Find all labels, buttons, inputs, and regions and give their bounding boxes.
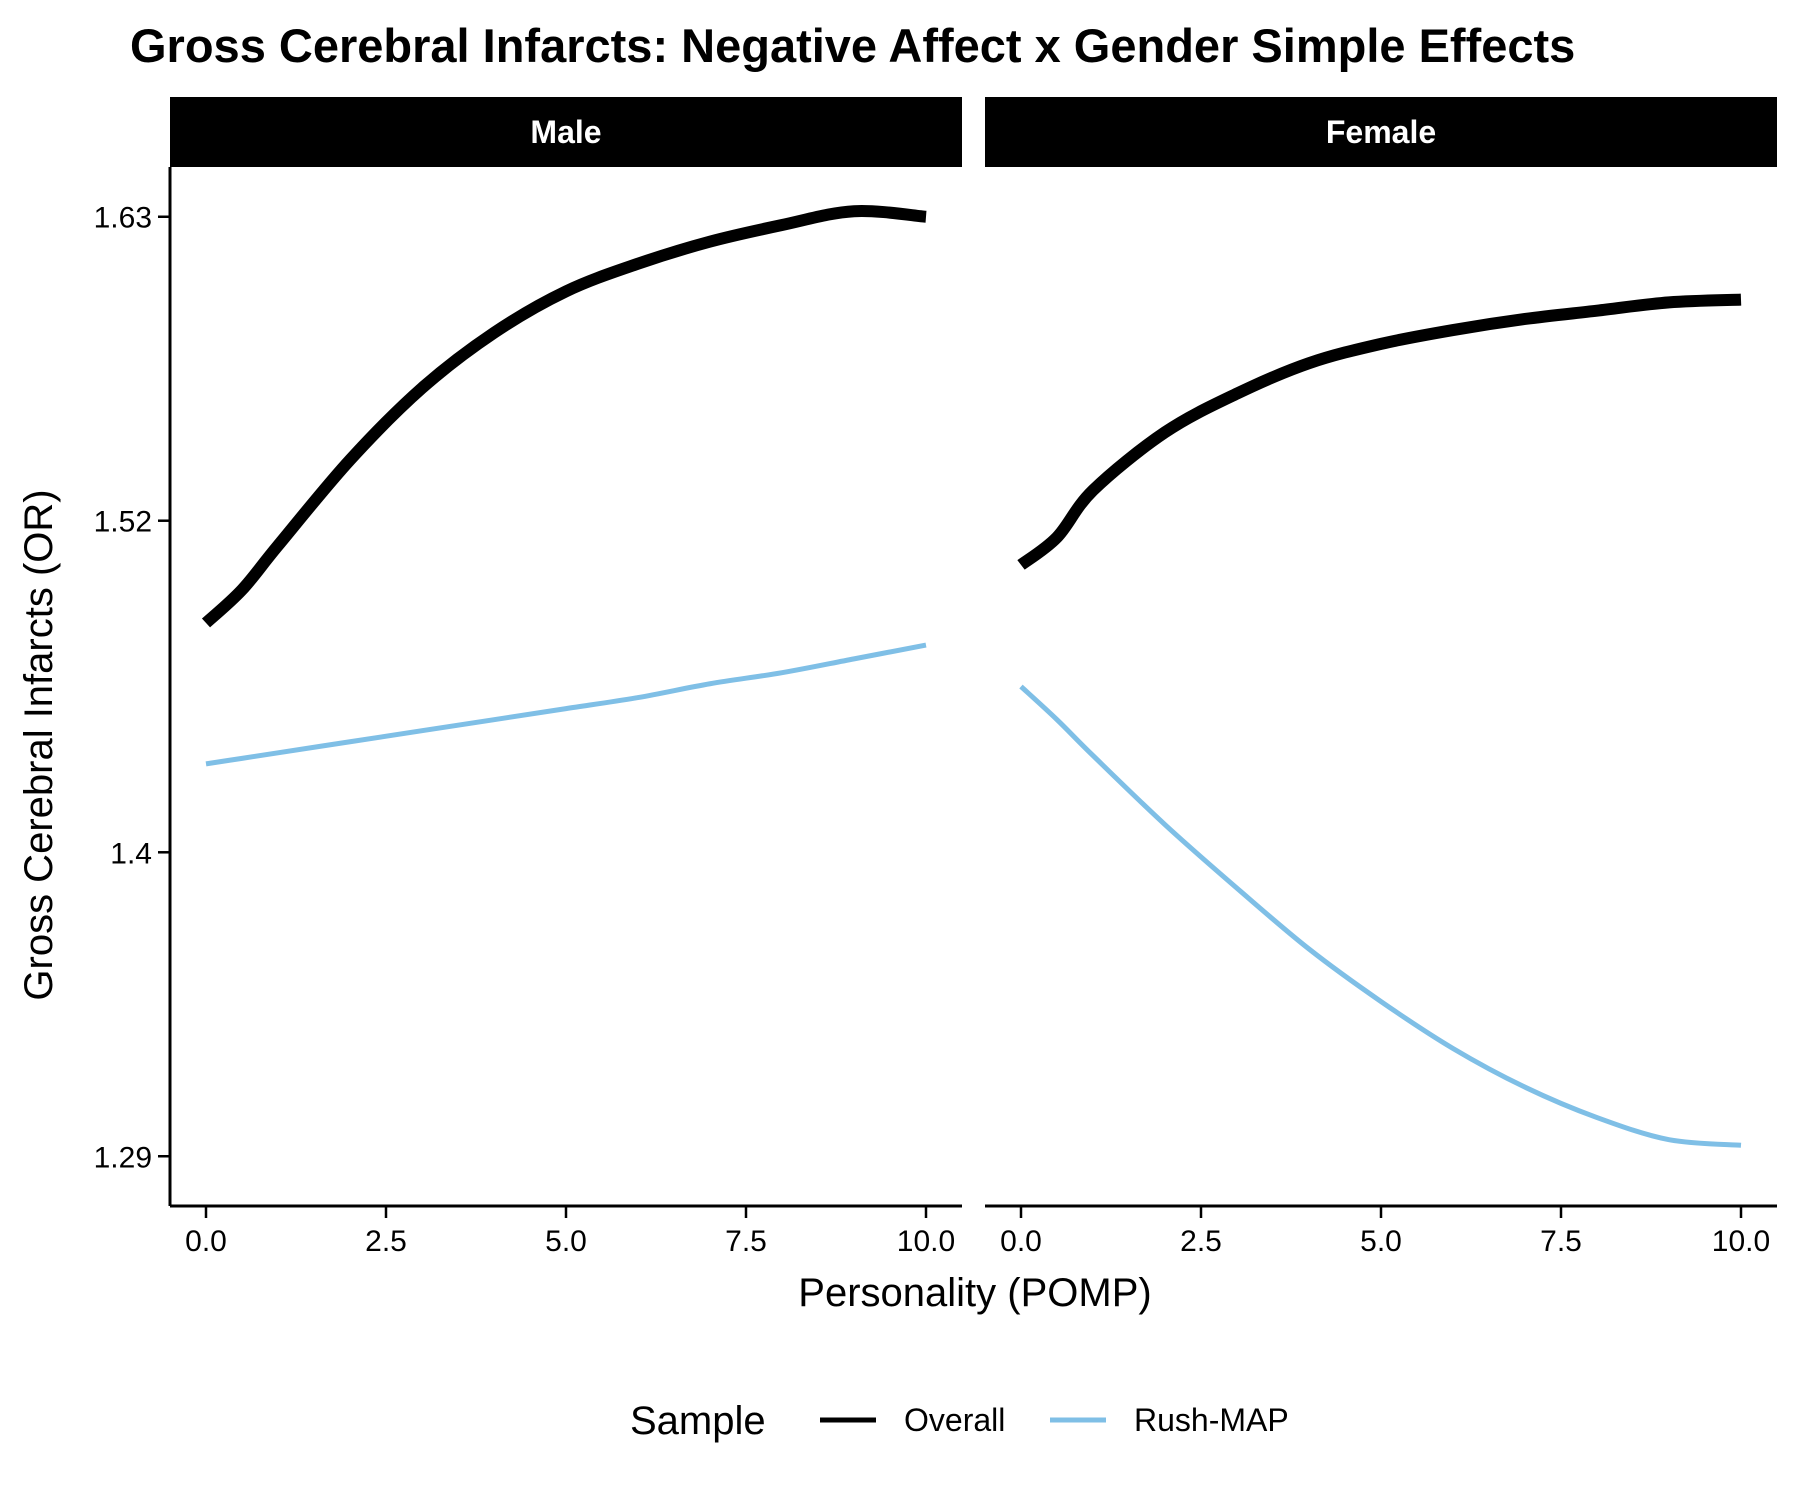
x-tick-label: 5.0 xyxy=(1360,1225,1402,1258)
panel-male: Male 0.0 2.5 5.0 7.5 10.0 1.29 1.4 1.52 1.63 xyxy=(94,97,962,1258)
chart-title: Gross Cerebral Infarcts: Negative Affect… xyxy=(130,19,1575,72)
strip-label: Female xyxy=(1326,114,1436,150)
x-tick-label: 10.0 xyxy=(897,1225,955,1258)
x-tick-label: 7.5 xyxy=(1540,1225,1582,1258)
legend: Sample Overall Rush-MAP xyxy=(630,1399,1289,1443)
y-tick-label: 1.4 xyxy=(110,837,152,870)
legend-title: Sample xyxy=(630,1399,766,1443)
x-tick-label: 7.5 xyxy=(725,1225,767,1258)
y-tick-label: 1.52 xyxy=(94,506,152,539)
y-axis-title: Gross Cerebral Infarcts (OR) xyxy=(17,489,61,1000)
panel-female: Female 0.0 2.5 5.0 7.5 10.0 xyxy=(985,97,1777,1258)
x-tick-label: 10.0 xyxy=(1712,1225,1770,1258)
x-axis-title: Personality (POMP) xyxy=(798,1271,1151,1315)
strip-label: Male xyxy=(530,114,601,150)
series-line-overall-male xyxy=(201,205,927,628)
series-line-rush-map-male xyxy=(205,642,927,767)
strip-male xyxy=(170,97,962,167)
x-tick-label: 2.5 xyxy=(1180,1225,1222,1258)
y-tick-label: 1.29 xyxy=(94,1141,152,1174)
strip-female xyxy=(985,97,1777,167)
series-line-rush-map-female xyxy=(1019,684,1742,1148)
x-tick-label: 0.0 xyxy=(1000,1225,1042,1258)
legend-label-rush-map: Rush-MAP xyxy=(1134,1402,1289,1438)
y-tick-label: 1.63 xyxy=(94,202,152,235)
legend-label-overall: Overall xyxy=(904,1402,1005,1438)
x-tick-label: 2.5 xyxy=(365,1225,407,1258)
series-line-overall-female xyxy=(1017,293,1742,570)
x-tick-label: 5.0 xyxy=(545,1225,587,1258)
x-tick-label: 0.0 xyxy=(185,1225,227,1258)
facet-panels: Male 0.0 2.5 5.0 7.5 10.0 1.29 1.4 1.52 1.63 Femal… xyxy=(94,97,1777,1258)
